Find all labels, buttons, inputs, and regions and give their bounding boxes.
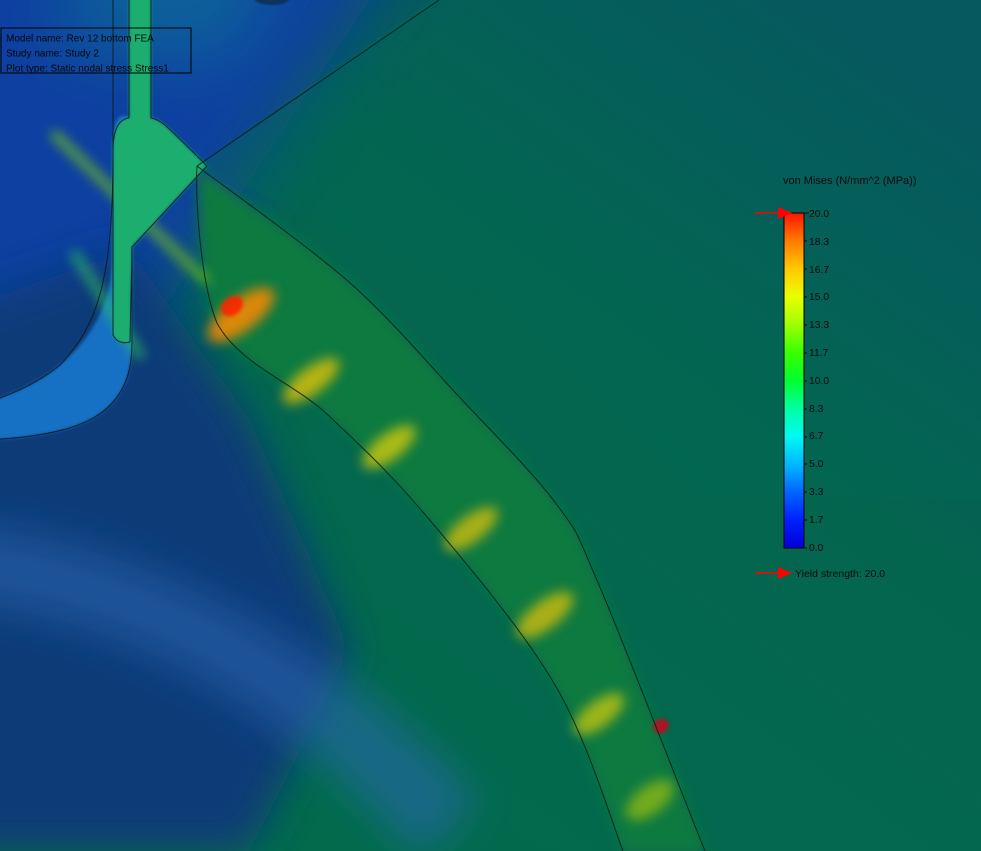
svg-text:von Mises (N/mm^2 (MPa)): von Mises (N/mm^2 (MPa)): [783, 175, 917, 187]
svg-text:1.7: 1.7: [809, 515, 824, 526]
svg-text:Study name: Study 2: Study name: Study 2: [6, 49, 99, 60]
svg-text:Model name: Rev 12 bottom FEA: Model name: Rev 12 bottom FEA: [6, 34, 154, 45]
svg-text:8.3: 8.3: [809, 404, 824, 415]
svg-text:5.0: 5.0: [809, 459, 824, 470]
svg-text:3.3: 3.3: [809, 487, 824, 498]
svg-text:18.3: 18.3: [809, 237, 829, 248]
svg-text:11.7: 11.7: [809, 348, 829, 359]
svg-text:6.7: 6.7: [809, 431, 824, 442]
svg-text:Plot type: Static nodal stress: Plot type: Static nodal stress Stress1: [6, 64, 169, 75]
svg-text:16.7: 16.7: [809, 265, 829, 276]
svg-text:10.0: 10.0: [809, 376, 829, 387]
svg-text:20.0: 20.0: [809, 209, 829, 220]
svg-text:0.0: 0.0: [809, 543, 824, 554]
svg-text:15.0: 15.0: [809, 292, 829, 303]
svg-text:Yield strength: 20.0: Yield strength: 20.0: [795, 568, 885, 580]
svg-text:13.3: 13.3: [809, 320, 829, 331]
